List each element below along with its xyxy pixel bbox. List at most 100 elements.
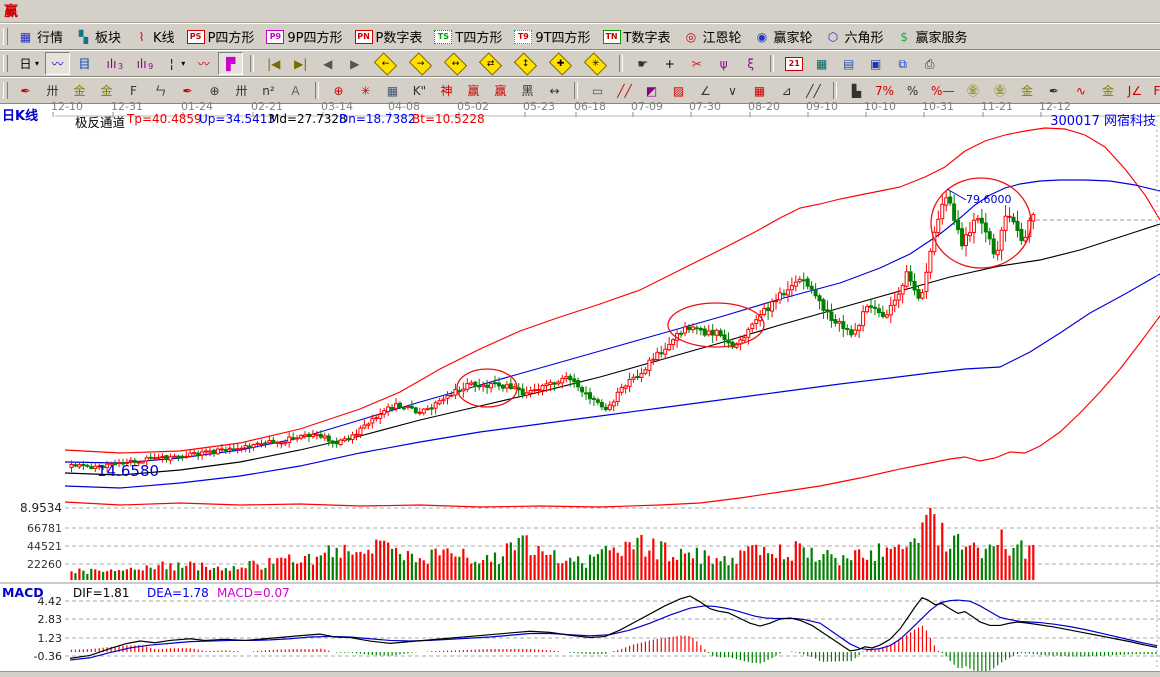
chart-canvas[interactable]: 12-10 12-31 01-24 02-21 03-14 04-08 05-02 05-23…: [0, 100, 1160, 676]
pct7-tool[interactable]: 7%: [871, 79, 898, 102]
prev-bar-button[interactable]: ◀: [315, 52, 340, 75]
bars-3-button[interactable]: ılı 3: [99, 52, 127, 75]
next-bar-button[interactable]: ▶: [342, 52, 367, 75]
notes-button[interactable]: ▤: [836, 52, 861, 75]
wave-tool-button[interactable]: ψ: [711, 52, 736, 75]
ying-grid-tool[interactable]: 赢: [461, 79, 486, 102]
print-button[interactable]: ⎙: [917, 52, 942, 75]
first-bar-button[interactable]: |◀: [261, 52, 286, 75]
hexagon-button[interactable]: ⬡ 六角形: [821, 25, 888, 48]
v-line-tool[interactable]: ∨: [720, 79, 745, 102]
menu-item[interactable]: [104, 1, 124, 21]
toolbar-grip[interactable]: [3, 28, 8, 45]
menu-item[interactable]: [144, 1, 164, 21]
market-quotes-button[interactable]: ▦ 行情: [13, 25, 67, 48]
sector-button[interactable]: ▚ 板块: [71, 25, 125, 48]
matrix-tool[interactable]: ▦: [380, 79, 405, 102]
network-button[interactable]: ⧉: [890, 52, 915, 75]
bars-9-button[interactable]: ılı 9: [129, 52, 157, 75]
menu-item[interactable]: [184, 1, 204, 21]
ying-grid2-tool[interactable]: 赢: [488, 79, 513, 102]
winner-service-button[interactable]: $ 赢家服务: [892, 25, 972, 48]
gold-grid-tool[interactable]: 金: [67, 79, 92, 102]
diamond-exchange-button[interactable]: ⇄: [474, 51, 507, 76]
pen-ruler-tool[interactable]: ✒: [1041, 79, 1066, 102]
circle-grid-tool[interactable]: ⊕: [202, 79, 227, 102]
f-grid-tool[interactable]: F: [121, 79, 146, 102]
diamond-vswap-button[interactable]: ↕: [509, 51, 542, 76]
k-quote-tool[interactable]: K": [407, 79, 432, 102]
target-tool[interactable]: ⊕: [326, 79, 351, 102]
drawing-tool-icon: ✳: [360, 83, 371, 98]
gold-section-tool[interactable]: 金: [1014, 79, 1039, 102]
toolbar-icon: 〰: [197, 56, 210, 71]
gann-fan-tool[interactable]: ╱╱: [612, 79, 637, 102]
fan-box-tool[interactable]: ◩: [639, 79, 664, 102]
hist-tool[interactable]: ▙: [844, 79, 869, 102]
p-digit-button[interactable]: PN P数字表: [351, 25, 427, 48]
info-view-button[interactable]: 目: [72, 52, 97, 75]
calculator-button[interactable]: ▦: [809, 52, 834, 75]
9p-square-button[interactable]: P9 9P四方形: [262, 25, 346, 48]
9t-square-button[interactable]: T9 9T四方形: [510, 25, 594, 48]
calendar-button[interactable]: 21: [781, 52, 807, 75]
menu-item[interactable]: [124, 1, 144, 21]
diamond-right-button[interactable]: →: [404, 51, 437, 76]
rect-tool[interactable]: ▭: [585, 79, 610, 102]
brush-tool[interactable]: ✒: [13, 79, 38, 102]
save-button[interactable]: ▣: [863, 52, 888, 75]
pct-tool[interactable]: %: [900, 79, 925, 102]
winner-wheel-button[interactable]: ◉ 赢家轮: [750, 25, 817, 48]
gold-circle2-tool[interactable]: ㊎: [987, 79, 1012, 102]
grid2-tool[interactable]: 卅: [229, 79, 254, 102]
gold-grid2-tool[interactable]: 金: [94, 79, 119, 102]
menu-item[interactable]: [44, 1, 64, 21]
kline-button[interactable]: ⌇ K线: [129, 25, 179, 48]
hatch-box-tool[interactable]: ▨: [666, 79, 691, 102]
angle-line-tool[interactable]: ∠: [693, 79, 718, 102]
diamond-hswap-button[interactable]: ↔: [439, 51, 472, 76]
a-ruler-tool[interactable]: A: [283, 79, 308, 102]
brush2-tool[interactable]: ✒: [175, 79, 200, 102]
menu-item[interactable]: [24, 1, 44, 21]
toolbar-grip[interactable]: [3, 82, 8, 99]
diamond-left-button[interactable]: ←: [369, 51, 402, 76]
gold-line-tool[interactable]: 金: [1095, 79, 1120, 102]
menu-item[interactable]: [204, 1, 224, 21]
t-digit-button[interactable]: TN T数字表: [599, 25, 675, 48]
hei-grid-tool[interactable]: 黑: [515, 79, 540, 102]
net-tool-button[interactable]: ξ: [738, 52, 763, 75]
channel-indicator-toggle[interactable]: 〰: [45, 52, 71, 75]
gann-grid-tool[interactable]: ▦: [747, 79, 772, 102]
hand-tool-button[interactable]: ☛: [630, 52, 655, 75]
candle-style-button[interactable]: ¦ ▾: [159, 52, 189, 75]
p-square-button[interactable]: PS P四方形: [183, 25, 259, 48]
spiral-tool[interactable]: ㄣ: [148, 79, 173, 102]
menu-item[interactable]: [84, 1, 104, 21]
last-bar-button[interactable]: ▶|: [288, 52, 313, 75]
toolbar-grip[interactable]: [3, 55, 8, 72]
pct-line-tool[interactable]: %—: [927, 79, 958, 102]
diamond-star-button[interactable]: ✳: [579, 51, 612, 76]
grid-tool[interactable]: 卅: [40, 79, 65, 102]
star-tool[interactable]: ✳: [353, 79, 378, 102]
shen-grid-tool[interactable]: 神: [434, 79, 459, 102]
crosshair-button[interactable]: +: [657, 52, 682, 75]
menu-item[interactable]: [164, 1, 184, 21]
j-angle-tool[interactable]: J∠: [1122, 79, 1147, 102]
parallel-lines-tool[interactable]: ╱╱: [801, 79, 826, 102]
f-angle-tool[interactable]: F∠: [1149, 79, 1160, 102]
wave-a-tool[interactable]: ∿: [1068, 79, 1093, 102]
width-measure-tool[interactable]: ↔: [542, 79, 567, 102]
diamond-plus-button[interactable]: ✚: [544, 51, 577, 76]
n2-tool[interactable]: n²: [256, 79, 281, 102]
t-square-button[interactable]: TS T四方形: [430, 25, 506, 48]
scissors-button[interactable]: ✂: [684, 52, 709, 75]
menu-item[interactable]: [64, 1, 84, 21]
triangle-tool[interactable]: ⊿: [774, 79, 799, 102]
pattern-tool-button[interactable]: 〰: [191, 52, 216, 75]
period-selector[interactable]: 日 ▾: [13, 52, 43, 75]
gann-wheel-button[interactable]: ◎ 江恩轮: [679, 25, 746, 48]
gold-circle-tool[interactable]: ㊎: [960, 79, 985, 102]
color-profile-button[interactable]: ▛: [218, 52, 244, 75]
